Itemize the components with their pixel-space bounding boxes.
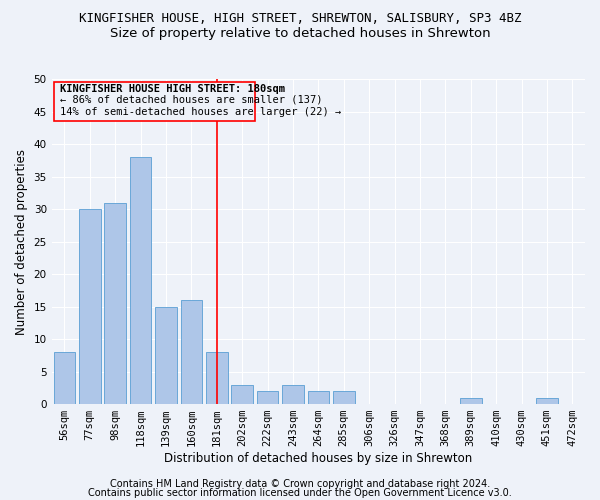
Text: Size of property relative to detached houses in Shrewton: Size of property relative to detached ho… (110, 28, 490, 40)
Text: KINGFISHER HOUSE HIGH STREET: 180sqm: KINGFISHER HOUSE HIGH STREET: 180sqm (59, 84, 284, 94)
Bar (460, 398, 482, 404)
Bar (308, 391, 329, 404)
Text: KINGFISHER HOUSE, HIGH STREET, SHREWTON, SALISBURY, SP3 4BZ: KINGFISHER HOUSE, HIGH STREET, SHREWTON,… (79, 12, 521, 26)
Text: Contains public sector information licensed under the Open Government Licence v3: Contains public sector information licen… (88, 488, 512, 498)
Bar (257, 391, 278, 404)
Bar (104, 202, 126, 404)
Bar (130, 157, 151, 404)
Bar (155, 306, 177, 404)
Bar (181, 300, 202, 404)
Text: ← 86% of detached houses are smaller (137): ← 86% of detached houses are smaller (13… (59, 94, 322, 104)
Bar (536, 398, 557, 404)
Bar (53, 352, 75, 404)
Bar (333, 391, 355, 404)
Text: Contains HM Land Registry data © Crown copyright and database right 2024.: Contains HM Land Registry data © Crown c… (110, 479, 490, 489)
Y-axis label: Number of detached properties: Number of detached properties (15, 148, 28, 334)
Bar (79, 209, 101, 404)
Bar (206, 352, 227, 404)
Text: 14% of semi-detached houses are larger (22) →: 14% of semi-detached houses are larger (… (59, 106, 341, 117)
Bar (282, 384, 304, 404)
FancyBboxPatch shape (54, 82, 255, 122)
X-axis label: Distribution of detached houses by size in Shrewton: Distribution of detached houses by size … (164, 452, 472, 465)
Bar (232, 384, 253, 404)
